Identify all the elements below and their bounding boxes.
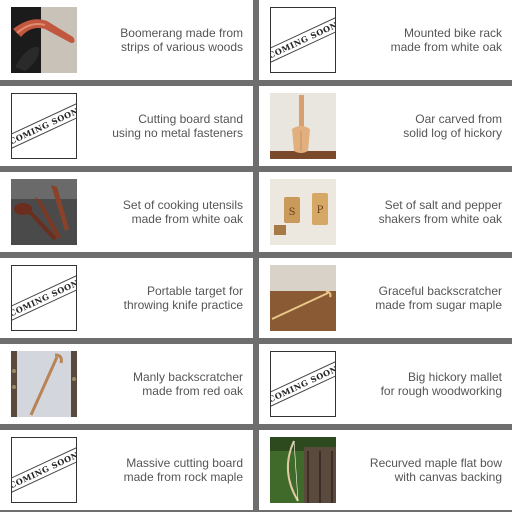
caption: Recurved maple flat bow with canvas back… [343, 430, 502, 510]
coming-soon-placeholder[interactable]: COMING SOON [11, 93, 77, 159]
caption-line-1: Oar carved from [415, 112, 502, 126]
coming-soon-stamp: COMING SOON [271, 16, 335, 64]
caption: Manly backscratcher made from red oak [84, 344, 243, 424]
backscratcher-photo[interactable] [270, 265, 336, 331]
coming-soon-placeholder[interactable]: COMING SOON [270, 351, 336, 417]
project-card-manly-backscratcher[interactable]: Manly backscratcher made from red oak [0, 344, 253, 424]
caption-line-2: made from sugar maple [375, 298, 502, 312]
caption: Set of cooking utensils made from white … [84, 172, 243, 252]
caption-line-2: using no metal fasteners [112, 126, 243, 140]
project-card-bike-rack[interactable]: COMING SOON Mounted bike rack made from … [259, 0, 512, 80]
boomerang-photo[interactable] [11, 7, 77, 73]
project-card-hickory-mallet[interactable]: COMING SOON Big hickory mallet for rough… [259, 344, 512, 424]
caption-line-1: Boomerang made from [120, 26, 243, 40]
caption-line-2: made from red oak [142, 384, 243, 398]
caption: Cutting board stand using no metal faste… [84, 86, 243, 166]
red-oak-backscratcher-photo[interactable] [11, 351, 77, 417]
caption: Massive cutting board made from rock map… [84, 430, 243, 510]
caption-line-2: with canvas backing [394, 470, 502, 484]
caption-line-1: Portable target for [146, 284, 243, 298]
project-card-graceful-backscratcher[interactable]: Graceful backscratcher made from sugar m… [259, 258, 512, 338]
project-card-cooking-utensils[interactable]: Set of cooking utensils made from white … [0, 172, 253, 252]
caption-line-2: shakers from white oak [378, 212, 502, 226]
utensils-photo[interactable] [11, 179, 77, 245]
svg-text:S: S [289, 207, 296, 218]
caption: Graceful backscratcher made from sugar m… [343, 258, 502, 338]
project-card-boomerang[interactable]: Boomerang made from strips of various wo… [0, 0, 253, 80]
caption-line-2: throwing knife practice [123, 298, 243, 312]
caption-line-1: Manly backscratcher [132, 370, 243, 384]
caption: Mounted bike rack made from white oak [343, 0, 502, 80]
caption: Set of salt and pepper shakers from whit… [343, 172, 502, 252]
bow-photo[interactable] [270, 437, 336, 503]
coming-soon-placeholder[interactable]: COMING SOON [11, 437, 77, 503]
coming-soon-stamp: COMING SOON [12, 274, 76, 322]
caption-line-2: made from white oak [131, 212, 243, 226]
oar-photo[interactable] [270, 93, 336, 159]
caption: Portable target for throwing knife pract… [84, 258, 243, 338]
project-card-massive-cutting-board[interactable]: COMING SOON Massive cutting board made f… [0, 430, 253, 510]
caption-line-1: Recurved maple flat bow [369, 456, 502, 470]
coming-soon-stamp: COMING SOON [12, 102, 76, 150]
coming-soon-placeholder[interactable]: COMING SOON [11, 265, 77, 331]
caption-line-1: Big hickory mallet [407, 370, 502, 384]
caption-line-1: Massive cutting board [126, 456, 243, 470]
project-card-recurved-bow[interactable]: Recurved maple flat bow with canvas back… [259, 430, 512, 510]
caption-line-2: strips of various woods [120, 40, 243, 54]
project-card-portable-target[interactable]: COMING SOON Portable target for throwing… [0, 258, 253, 338]
svg-text:P: P [317, 205, 324, 216]
caption: Boomerang made from strips of various wo… [84, 0, 243, 80]
caption-line-2: made from white oak [390, 40, 502, 54]
caption-line-2: made from rock maple [123, 470, 243, 484]
project-card-salt-pepper-shakers[interactable]: S P Set of salt and pepper shakers from … [259, 172, 512, 252]
caption-line-1: Set of salt and pepper [384, 198, 502, 212]
caption: Oar carved from solid log of hickory [343, 86, 502, 166]
caption-line-1: Cutting board stand [138, 112, 243, 126]
coming-soon-placeholder[interactable]: COMING SOON [270, 7, 336, 73]
caption-line-1: Mounted bike rack [403, 26, 502, 40]
caption-line-1: Set of cooking utensils [122, 198, 243, 212]
caption-line-2: for rough woodworking [380, 384, 502, 398]
caption: Big hickory mallet for rough woodworking [343, 344, 502, 424]
coming-soon-stamp: COMING SOON [12, 446, 76, 494]
project-card-cutting-board-stand[interactable]: COMING SOON Cutting board stand using no… [0, 86, 253, 166]
caption-line-1: Graceful backscratcher [378, 284, 502, 298]
coming-soon-stamp: COMING SOON [271, 360, 335, 408]
project-card-oar[interactable]: Oar carved from solid log of hickory [259, 86, 512, 166]
caption-line-2: solid log of hickory [403, 126, 502, 140]
shakers-photo[interactable]: S P [270, 179, 336, 245]
